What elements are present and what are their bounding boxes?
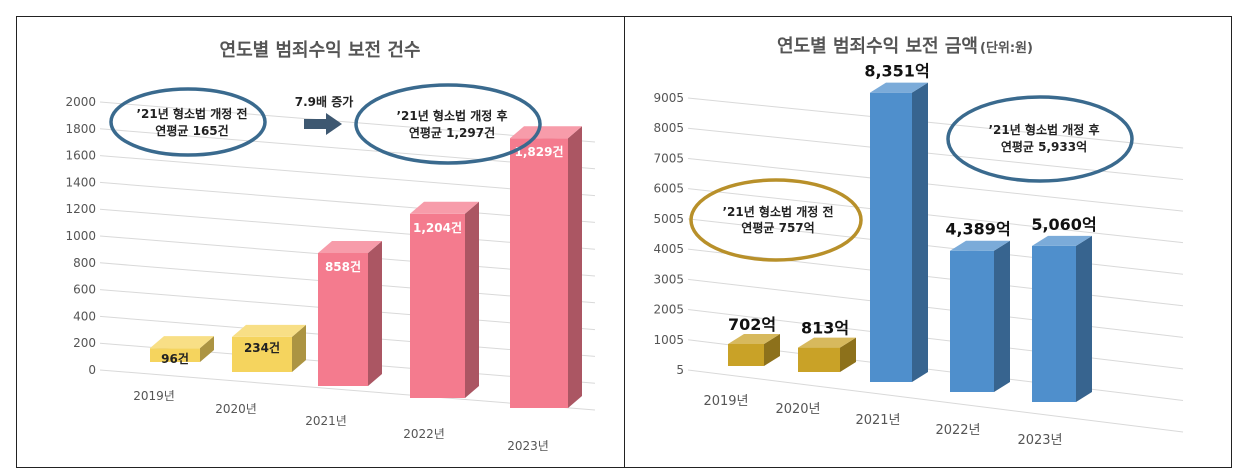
x-tick-label: 2023년 (507, 439, 549, 453)
after-annotation-line1: ’21년 형소법 개정 후 (396, 108, 507, 123)
x-tick-label: 2022년 (935, 423, 980, 438)
before-annotation-ellipse (689, 178, 863, 262)
y-tick-label: 0 (88, 363, 96, 377)
gridline (687, 157, 1184, 212)
x-tick-label: 2023년 (1017, 433, 1062, 448)
count-chart-panel: 연도별 범죄수익 보전 건수 0 200 400 600 800 1000 1200 1400… (20, 20, 620, 460)
bar (510, 126, 582, 408)
x-tick-label: 2021년 (855, 413, 900, 428)
data-label: 8,351억 (864, 62, 929, 81)
data-label: 858건 (325, 259, 361, 274)
after-annotation-ellipse (354, 83, 542, 165)
before-annotation-ellipse (109, 87, 267, 157)
y-tick-label: 9005 (653, 91, 684, 105)
bar (318, 241, 382, 386)
bar (728, 334, 780, 366)
x-tick-label: 2020년 (215, 402, 257, 416)
gridline (687, 218, 1184, 275)
gridline (99, 101, 596, 143)
data-label: 813억 (801, 319, 849, 338)
data-label: 702억 (728, 315, 776, 334)
data-label: 1,204건 (413, 220, 462, 235)
after-annotation-line2: 연평균 1,297건 (409, 125, 495, 140)
data-label: 234건 (244, 340, 280, 355)
bar (232, 324, 306, 372)
data-label: 1,829건 (515, 144, 564, 159)
chart-title: 연도별 범죄수익 보전 건수 (220, 40, 421, 61)
gridline (687, 97, 1184, 149)
bar (150, 336, 214, 362)
before-annotation-line2: 연평균 757억 (741, 220, 814, 235)
bar (950, 240, 1010, 392)
increase-arrow-icon (304, 113, 342, 135)
after-annotation-line2: 연평균 5,933억 (1001, 139, 1087, 154)
panel-divider (624, 16, 625, 468)
y-tick-label: 1600 (65, 149, 96, 163)
before-annotation-line1: ’21년 형소법 개정 전 (136, 106, 247, 121)
data-label: 5,060억 (1031, 215, 1096, 234)
y-tick-label: 5005 (653, 212, 684, 226)
y-tick-label: 400 (73, 309, 96, 323)
gridline (687, 188, 1184, 244)
y-tick-label: 8005 (653, 121, 684, 135)
y-tick-label: 200 (73, 336, 96, 350)
y-tick-label: 800 (73, 256, 96, 270)
y-tick-label: 600 (73, 283, 96, 297)
data-label: 96건 (161, 351, 189, 366)
y-tick-label: 1005 (653, 333, 684, 347)
x-tick-label: 2021년 (305, 414, 347, 428)
data-label: 4,389억 (945, 220, 1010, 239)
y-tick-label: 1000 (65, 229, 96, 243)
y-tick-label: 1800 (65, 122, 96, 136)
chart-title-unit: (단위:원) (980, 40, 1033, 56)
x-tick-label: 2019년 (133, 389, 175, 403)
chart-title: 연도별 범죄수익 보전 금액 (777, 36, 978, 57)
y-tick-label: 2005 (653, 303, 684, 317)
y-tick-label: 5 (676, 363, 684, 377)
before-annotation-line2: 연평균 165건 (155, 123, 228, 138)
gridline (687, 309, 1184, 370)
y-tick-label: 7005 (653, 151, 684, 165)
y-tick-label: 3005 (653, 272, 684, 286)
arrow-label: 7.9배 증가 (295, 94, 354, 109)
y-tick-label: 4005 (653, 242, 684, 256)
y-tick-label: 2000 (65, 95, 96, 109)
amount-chart-panel: 연도별 범죄수익 보전 금액 (단위:원) 5 1005 2005 3005 4005 5… (628, 20, 1228, 460)
after-annotation-line1: ’21년 형소법 개정 후 (988, 122, 1099, 137)
bar (870, 82, 928, 382)
gridline (687, 278, 1184, 338)
y-tick-label: 1200 (65, 202, 96, 216)
gridline (687, 369, 1184, 433)
x-tick-label: 2019년 (703, 394, 748, 409)
x-tick-label: 2020년 (775, 402, 820, 417)
gridline (687, 248, 1184, 307)
gridline (687, 127, 1184, 181)
after-annotation-ellipse (946, 95, 1134, 183)
count-chart: 연도별 범죄수익 보전 건수 0 200 400 600 800 1000 1200 1400… (65, 40, 596, 453)
x-tick-label: 2022년 (403, 427, 445, 441)
bar (410, 201, 479, 398)
y-tick-label: 1400 (65, 175, 96, 189)
before-annotation-line1: ’21년 형소법 개정 전 (722, 204, 833, 219)
bar (798, 337, 856, 372)
amount-chart: 연도별 범죄수익 보전 금액 (단위:원) 5 1005 2005 3005 4005 5… (653, 36, 1184, 448)
y-tick-label: 6005 (653, 182, 684, 196)
bar (1032, 235, 1092, 402)
